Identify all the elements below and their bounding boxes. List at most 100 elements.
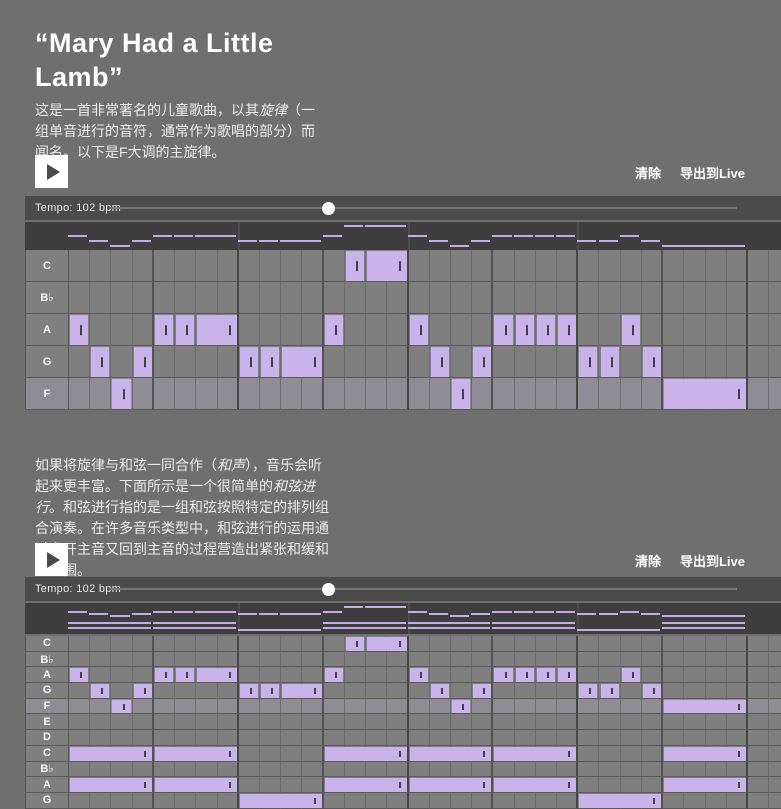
grid-cell[interactable] xyxy=(748,698,770,715)
note-handle[interactable] xyxy=(568,750,571,757)
grid-cell[interactable] xyxy=(111,714,133,731)
note-bar[interactable] xyxy=(154,668,174,683)
grid-cell[interactable] xyxy=(217,792,239,809)
note-bar[interactable] xyxy=(494,778,577,792)
grid-cell[interactable] xyxy=(578,761,600,778)
grid-cell[interactable] xyxy=(726,714,748,731)
grid-cell[interactable] xyxy=(238,730,260,746)
tempo-slider-knob[interactable] xyxy=(322,201,336,215)
grid-cell[interactable] xyxy=(599,378,621,410)
grid-cell[interactable] xyxy=(259,745,282,762)
grid-cell[interactable] xyxy=(302,745,324,762)
grid-cell[interactable] xyxy=(153,730,176,746)
note-bar[interactable] xyxy=(345,251,365,281)
grid-cell[interactable] xyxy=(302,636,324,652)
grid-cell[interactable] xyxy=(69,378,91,410)
grid-cell[interactable] xyxy=(175,730,197,746)
note-handle[interactable] xyxy=(462,389,465,399)
note-bar[interactable] xyxy=(409,315,428,345)
grid-cell[interactable] xyxy=(429,792,451,809)
grid-cell[interactable] xyxy=(769,761,781,778)
grid-cell[interactable] xyxy=(514,761,536,778)
note-bar[interactable] xyxy=(558,315,577,345)
note-handle[interactable] xyxy=(483,750,486,757)
grid-cell[interactable] xyxy=(69,282,91,314)
grid-cell[interactable] xyxy=(450,651,473,668)
grid-cell[interactable] xyxy=(684,667,706,684)
grid-cell[interactable] xyxy=(472,730,494,746)
grid-cell[interactable] xyxy=(408,378,430,410)
grid-cell[interactable] xyxy=(344,651,367,668)
grid-cell[interactable] xyxy=(408,346,430,378)
grid-cell[interactable] xyxy=(493,792,515,809)
note-bar[interactable] xyxy=(70,746,152,761)
grid-cell[interactable] xyxy=(705,683,727,699)
grid-cell[interactable] xyxy=(493,636,515,652)
note-handle[interactable] xyxy=(165,672,168,679)
grid-cell[interactable] xyxy=(302,698,324,715)
grid-cell[interactable] xyxy=(302,314,324,346)
note-bar[interactable] xyxy=(579,347,598,377)
grid-cell[interactable] xyxy=(387,761,409,778)
grid-cell[interactable] xyxy=(366,761,388,778)
note-bar[interactable] xyxy=(239,684,258,698)
note-handle[interactable] xyxy=(483,687,486,694)
note-handle[interactable] xyxy=(122,389,125,399)
grid-cell[interactable] xyxy=(238,282,260,314)
grid-cell[interactable] xyxy=(726,730,748,746)
grid-cell[interactable] xyxy=(472,792,494,809)
grid-cell[interactable] xyxy=(69,714,91,731)
grid-cell[interactable] xyxy=(196,651,218,668)
grid-cell[interactable] xyxy=(535,714,558,731)
grid-cell[interactable] xyxy=(323,282,345,314)
note-bar[interactable] xyxy=(494,315,513,345)
grid-cell[interactable] xyxy=(641,636,664,652)
grid-cell[interactable] xyxy=(323,792,345,809)
grid-cell[interactable] xyxy=(366,667,388,684)
grid-cell[interactable] xyxy=(472,314,494,346)
grid-cell[interactable] xyxy=(535,282,558,314)
note-bar[interactable] xyxy=(154,778,237,792)
grid-cell[interactable] xyxy=(175,346,197,378)
grid-cell[interactable] xyxy=(599,667,621,684)
grid-cell[interactable] xyxy=(705,314,727,346)
grid-cell[interactable] xyxy=(769,730,781,746)
grid-cell[interactable] xyxy=(259,651,282,668)
grid-cell[interactable] xyxy=(535,761,558,778)
grid-cell[interactable] xyxy=(599,761,621,778)
grid-cell[interactable] xyxy=(281,651,303,668)
grid-cell[interactable] xyxy=(514,636,536,652)
grid-cell[interactable] xyxy=(684,346,706,378)
grid-cell[interactable] xyxy=(663,667,685,684)
grid-cell[interactable] xyxy=(196,282,218,314)
note-handle[interactable] xyxy=(610,687,613,694)
note-bar[interactable] xyxy=(345,637,365,651)
grid-cell[interactable] xyxy=(599,314,621,346)
grid-cell[interactable] xyxy=(578,698,600,715)
grid-cell[interactable] xyxy=(726,250,748,282)
note-bar[interactable] xyxy=(282,684,322,698)
grid-cell[interactable] xyxy=(578,777,600,793)
grid-cell[interactable] xyxy=(726,651,748,668)
grid-cell[interactable] xyxy=(429,636,451,652)
grid-cell[interactable] xyxy=(281,314,303,346)
grid-cell[interactable] xyxy=(323,346,345,378)
grid-cell[interactable] xyxy=(387,378,409,410)
grid-cell[interactable] xyxy=(281,777,303,793)
grid-cell[interactable] xyxy=(217,636,239,652)
grid-cell[interactable] xyxy=(387,667,409,684)
grid-cell[interactable] xyxy=(111,651,133,668)
note-handle[interactable] xyxy=(80,672,83,679)
grid-cell[interactable] xyxy=(153,761,176,778)
grid-cell[interactable] xyxy=(196,636,218,652)
note-bar[interactable] xyxy=(133,347,152,377)
grid-cell[interactable] xyxy=(663,250,685,282)
grid-cell[interactable] xyxy=(259,667,282,684)
grid-cell[interactable] xyxy=(620,282,642,314)
grid-cell[interactable] xyxy=(281,250,303,282)
grid-cell[interactable] xyxy=(217,651,239,668)
grid-cell[interactable] xyxy=(620,714,642,731)
note-handle[interactable] xyxy=(271,687,274,694)
grid-cell[interactable] xyxy=(366,698,388,715)
grid-cell[interactable] xyxy=(344,792,367,809)
